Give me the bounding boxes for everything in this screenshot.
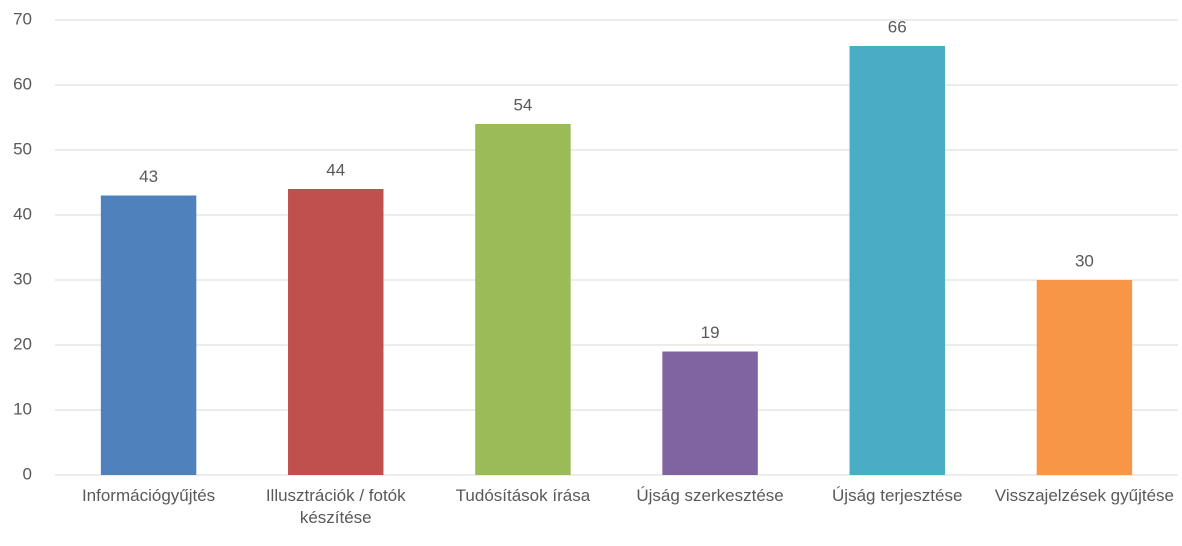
bar bbox=[1036, 280, 1133, 475]
x-tick-label-box: Újság terjesztése bbox=[832, 486, 963, 505]
data-label: 30 bbox=[1075, 251, 1094, 270]
x-tick-label: Újság terjesztése bbox=[832, 486, 963, 505]
x-tick-label: Újság szerkesztése bbox=[636, 486, 784, 505]
data-label: 44 bbox=[326, 160, 345, 179]
x-tick-label-box: Visszajelzések gyűjtése bbox=[994, 486, 1175, 505]
bar bbox=[288, 189, 384, 475]
y-tick-label: 50 bbox=[13, 139, 32, 158]
bar bbox=[662, 351, 758, 475]
y-tick-label: 0 bbox=[23, 464, 32, 483]
y-tick-label: 40 bbox=[13, 204, 32, 223]
bar bbox=[100, 195, 197, 475]
y-tick-label: 10 bbox=[13, 399, 32, 418]
y-tick-label: 30 bbox=[13, 269, 32, 288]
data-label: 19 bbox=[701, 323, 720, 342]
data-label: 54 bbox=[513, 95, 532, 114]
y-tick-label: 70 bbox=[13, 9, 32, 28]
bar bbox=[475, 124, 571, 475]
x-tick-label-box: Tudósítások írása bbox=[455, 486, 591, 505]
data-label: 43 bbox=[139, 167, 158, 186]
data-label: 66 bbox=[888, 17, 907, 36]
bar bbox=[849, 46, 945, 475]
x-tick-label: Tudósítások írása bbox=[455, 486, 591, 505]
x-tick-label-box: Információgyűjtés bbox=[81, 486, 216, 505]
x-tick-label-box: Újság szerkesztése bbox=[636, 486, 784, 505]
x-tick-label: Információgyűjtés bbox=[81, 486, 216, 505]
x-tick-label: Visszajelzések gyűjtése bbox=[994, 486, 1175, 505]
x-tick-label: Illusztrációk / fotók készítése bbox=[265, 486, 406, 527]
y-tick-label: 20 bbox=[13, 334, 32, 353]
y-tick-label: 60 bbox=[13, 74, 32, 93]
x-tick-label-box: Illusztrációk / fotók készítése bbox=[265, 486, 406, 527]
